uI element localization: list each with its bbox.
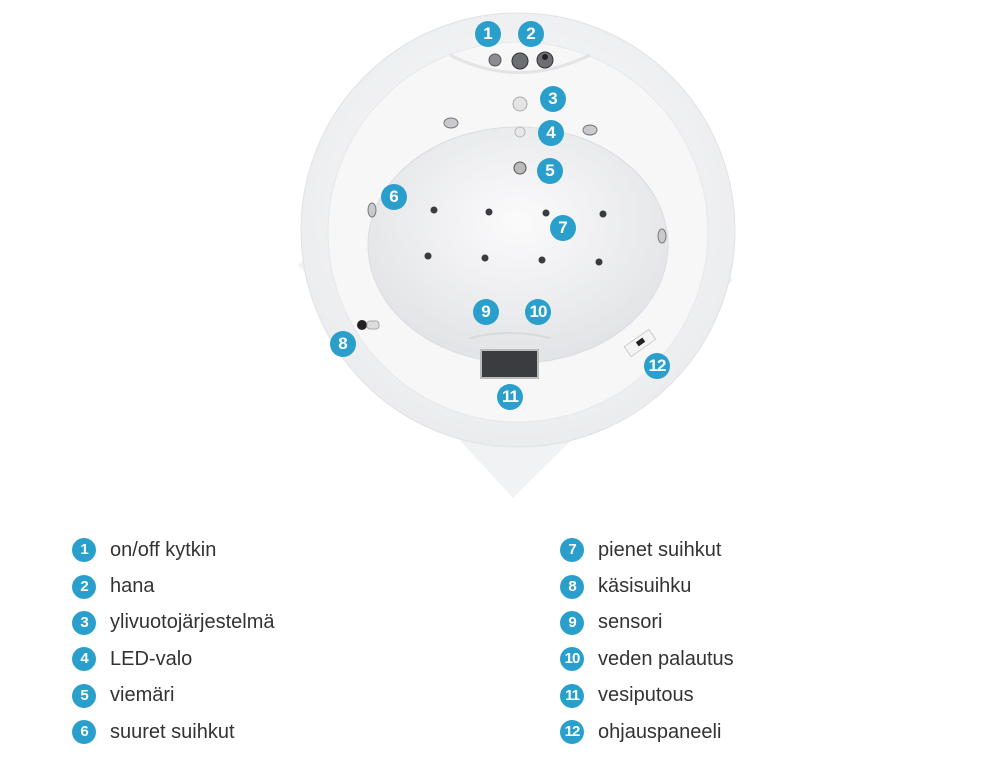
legend-item: 1 on/off kytkin xyxy=(72,532,275,568)
callout-badge-3: 3 xyxy=(540,86,566,112)
legend-badge: 5 xyxy=(72,683,96,708)
tub-headrest xyxy=(449,53,591,74)
control-knobs xyxy=(488,51,554,70)
callout-badge-4: 4 xyxy=(538,120,564,146)
callout-badge-12: 12 xyxy=(644,353,670,379)
legend-badge: 4 xyxy=(72,647,96,672)
legend-item: 11 vesiputous xyxy=(560,678,734,714)
overflow-icon xyxy=(512,96,528,112)
hand-shower-icon xyxy=(357,320,380,330)
waterfall-step xyxy=(469,332,551,339)
legend-label: hana xyxy=(110,575,155,598)
legend-badge: 2 xyxy=(72,574,96,599)
legend-label: LED-valo xyxy=(110,647,193,670)
callout-badge-2: 2 xyxy=(518,21,544,47)
control-panel-icon xyxy=(623,328,657,358)
waterfall-icon xyxy=(480,349,539,379)
legend-badge: 7 xyxy=(560,538,584,563)
legend-label: pienet suihkut xyxy=(598,538,722,561)
callout-badge-8: 8 xyxy=(330,331,356,357)
legend-label: sensori xyxy=(598,611,663,634)
legend-badge: 3 xyxy=(72,610,96,635)
legend-label: viemäri xyxy=(110,684,175,707)
legend-left: 1 on/off kytkin 2 hana 3 ylivuotojärjestelm… xyxy=(72,532,275,750)
legend-item: 2 hana xyxy=(72,568,275,604)
large-jets xyxy=(367,117,667,244)
legend-item: 7 pienet suihkut xyxy=(560,532,734,568)
legend-badge: 1 xyxy=(72,538,96,563)
legend-label: ohjauspaneeli xyxy=(598,720,722,743)
legend-label: ylivuotojärjestelmä xyxy=(110,611,275,634)
legend-item: 5 viemäri xyxy=(72,678,275,714)
small-jets xyxy=(424,206,607,266)
legend-item: 9 sensori xyxy=(560,605,734,641)
legend-label: käsisuihku xyxy=(598,575,692,598)
legend-badge: 11 xyxy=(560,683,584,708)
legend-item: 6 suuret suihkut xyxy=(72,714,275,750)
callout-badge-5: 5 xyxy=(537,158,563,184)
legend-item: 3 ylivuotojärjestelmä xyxy=(72,605,275,641)
legend-badge: 10 xyxy=(560,647,584,672)
legend-label: on/off kytkin xyxy=(110,538,217,561)
callout-badge-9: 9 xyxy=(473,299,499,325)
legend-label: suuret suihkut xyxy=(110,720,235,743)
callout-badge-11: 11 xyxy=(497,384,523,410)
bathtub-illustration xyxy=(298,12,736,498)
legend-item: 12 ohjauspaneeli xyxy=(560,714,734,750)
legend-item: 4 LED-valo xyxy=(72,641,275,677)
callout-badge-7: 7 xyxy=(550,215,576,241)
legend-badge: 8 xyxy=(560,574,584,599)
legend-label: vesiputous xyxy=(598,684,694,707)
callout-badge-1: 1 xyxy=(475,21,501,47)
led-light-icon xyxy=(514,126,526,138)
callout-badge-10: 10 xyxy=(525,299,551,325)
drain-icon xyxy=(513,161,527,175)
legend-item: 8 käsisuihku xyxy=(560,568,734,604)
legend-right: 7 pienet suihkut 8 käsisuihku 9 sensori 10 v… xyxy=(560,532,734,750)
legend-label: veden palautus xyxy=(598,647,734,670)
callout-badge-6: 6 xyxy=(381,184,407,210)
legend-item: 10 veden palautus xyxy=(560,641,734,677)
legend-badge: 9 xyxy=(560,610,584,635)
legend-badge: 12 xyxy=(560,720,584,745)
legend-badge: 6 xyxy=(72,720,96,745)
